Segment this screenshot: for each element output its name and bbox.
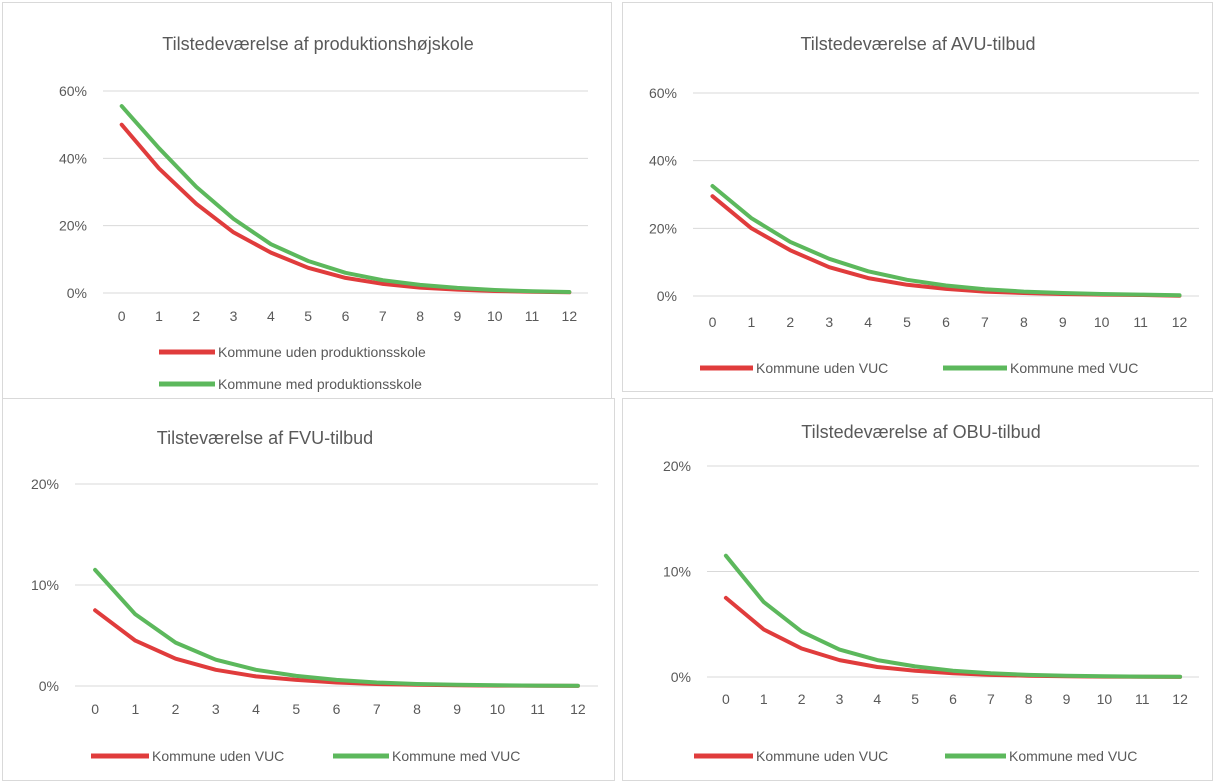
x-tick-label: 1 bbox=[747, 314, 755, 330]
x-tick-label: 6 bbox=[333, 701, 341, 717]
x-tick-label: 8 bbox=[413, 701, 421, 717]
y-tick-label: 0% bbox=[39, 678, 59, 694]
x-tick-label: 9 bbox=[1059, 314, 1067, 330]
legend-label-1: Kommune uden VUC bbox=[152, 748, 284, 764]
y-tick-label: 60% bbox=[59, 83, 87, 99]
x-tick-label: 10 bbox=[1094, 314, 1110, 330]
x-tick-label: 3 bbox=[836, 691, 844, 707]
x-tick-label: 3 bbox=[212, 701, 220, 717]
x-tick-label: 0 bbox=[722, 691, 730, 707]
chart-panel-fvu: Tilsteværelse af FVU-tilbud 0% 10% 20% 0 1 2 3 4… bbox=[2, 398, 615, 781]
x-tick-label: 5 bbox=[292, 701, 300, 717]
chart-title: Tilstedeværelse af OBU-tilbud bbox=[801, 422, 1040, 442]
chart-svg-avu: Tilstedeværelse af AVU-tilbud 0% 20% 40% 60%… bbox=[649, 34, 1199, 376]
x-tick-label: 9 bbox=[454, 308, 462, 324]
x-tick-label: 2 bbox=[192, 308, 200, 324]
y-tick-label: 10% bbox=[663, 564, 691, 580]
x-tick-label: 2 bbox=[786, 314, 794, 330]
x-tick-label: 7 bbox=[373, 701, 381, 717]
legend-label-1: Kommune uden produktionsskole bbox=[218, 344, 426, 360]
x-tick-label: 4 bbox=[267, 308, 275, 324]
x-tick-label: 7 bbox=[981, 314, 989, 330]
series-line-1 bbox=[710, 194, 1182, 298]
x-tick-label: 8 bbox=[416, 308, 424, 324]
legend-label-2: Kommune med VUC bbox=[1010, 360, 1138, 376]
x-tick-label: 7 bbox=[379, 308, 387, 324]
x-tick-label: 11 bbox=[1133, 314, 1148, 330]
y-tick-label: 40% bbox=[649, 153, 677, 169]
x-tick-label: 0 bbox=[709, 314, 717, 330]
chart-panel-produktionshojskole: Tilstedeværelse af produktionshøjskole 0%… bbox=[2, 2, 612, 400]
chart-panel-avu: Tilstedeværelse af AVU-tilbud 0% 20% 40% 60%… bbox=[622, 2, 1213, 392]
x-tick-label: 1 bbox=[760, 691, 768, 707]
x-tick-label: 0 bbox=[91, 701, 99, 717]
x-tick-label: 4 bbox=[864, 314, 872, 330]
chart-title: Tilstedeværelse af produktionshøjskole bbox=[162, 34, 473, 54]
y-tick-label: 20% bbox=[649, 220, 677, 236]
chart-title: Tilstedeværelse af AVU-tilbud bbox=[800, 34, 1035, 54]
chart-title: Tilsteværelse af FVU-tilbud bbox=[157, 428, 373, 448]
y-tick-label: 60% bbox=[649, 85, 677, 101]
x-tick-label: 9 bbox=[1063, 691, 1071, 707]
x-tick-label: 8 bbox=[1025, 691, 1033, 707]
x-tick-label: 8 bbox=[1020, 314, 1028, 330]
x-tick-label: 12 bbox=[570, 701, 586, 717]
x-tick-label: 10 bbox=[490, 701, 506, 717]
y-tick-label: 40% bbox=[59, 150, 87, 166]
y-tick-label: 0% bbox=[657, 288, 677, 304]
series-line-2 bbox=[723, 553, 1183, 679]
x-tick-label: 3 bbox=[825, 314, 833, 330]
x-tick-label: 10 bbox=[1097, 691, 1113, 707]
series-line-2 bbox=[710, 184, 1182, 298]
x-tick-label: 5 bbox=[911, 691, 919, 707]
x-tick-label: 2 bbox=[172, 701, 180, 717]
x-tick-label: 10 bbox=[487, 308, 503, 324]
x-tick-label: 6 bbox=[942, 314, 950, 330]
x-tick-label: 0 bbox=[118, 308, 126, 324]
legend-label-1: Kommune uden VUC bbox=[756, 360, 888, 376]
x-tick-label: 1 bbox=[155, 308, 163, 324]
y-tick-label: 20% bbox=[663, 458, 691, 474]
y-tick-label: 10% bbox=[31, 577, 59, 593]
legend-label-2: Kommune med produktionsskole bbox=[218, 376, 422, 392]
x-tick-label: 2 bbox=[798, 691, 806, 707]
x-tick-label: 12 bbox=[1172, 691, 1188, 707]
chart-svg-produktionshojskole: Tilstedeværelse af produktionshøjskole 0%… bbox=[59, 34, 588, 392]
x-tick-label: 4 bbox=[873, 691, 881, 707]
x-tick-label: 7 bbox=[987, 691, 995, 707]
legend-label-2: Kommune med VUC bbox=[1009, 748, 1137, 764]
x-tick-label: 4 bbox=[252, 701, 260, 717]
series-line-1 bbox=[119, 122, 572, 295]
legend-label-1: Kommune uden VUC bbox=[756, 748, 888, 764]
series-line-2 bbox=[93, 567, 580, 688]
x-tick-label: 9 bbox=[453, 701, 461, 717]
y-tick-label: 0% bbox=[671, 669, 691, 685]
series-line-1 bbox=[93, 608, 580, 688]
y-tick-label: 20% bbox=[31, 476, 59, 492]
x-tick-label: 12 bbox=[562, 308, 578, 324]
legend-label-2: Kommune med VUC bbox=[392, 748, 520, 764]
x-tick-label: 5 bbox=[304, 308, 312, 324]
x-tick-label: 11 bbox=[1135, 691, 1150, 707]
y-tick-label: 20% bbox=[59, 218, 87, 234]
chart-panel-obu: Tilstedeværelse af OBU-tilbud 0% 10% 20% 0 1 2… bbox=[622, 398, 1213, 781]
x-tick-label: 6 bbox=[949, 691, 957, 707]
x-tick-label: 1 bbox=[131, 701, 139, 717]
series-line-1 bbox=[723, 595, 1183, 679]
x-tick-label: 11 bbox=[530, 701, 545, 717]
series-line-2 bbox=[119, 104, 572, 294]
x-tick-label: 6 bbox=[342, 308, 350, 324]
x-tick-label: 12 bbox=[1172, 314, 1188, 330]
x-tick-label: 3 bbox=[230, 308, 238, 324]
x-tick-label: 11 bbox=[525, 308, 540, 324]
y-tick-label: 0% bbox=[67, 285, 87, 301]
x-tick-label: 5 bbox=[903, 314, 911, 330]
